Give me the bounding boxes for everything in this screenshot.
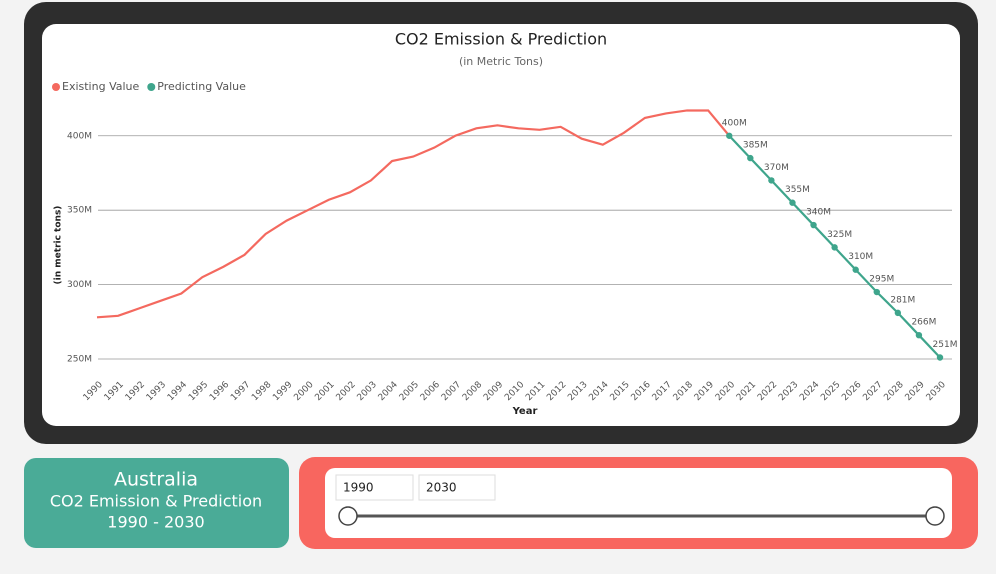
data-point	[873, 288, 880, 296]
data-point	[726, 132, 733, 139]
data-point	[915, 331, 923, 339]
data-label: 325M	[827, 230, 852, 240]
data-point	[747, 154, 754, 162]
y-tick-label: 250M	[67, 355, 92, 365]
end-input[interactable]	[418, 474, 496, 501]
data-label: 340M	[806, 208, 831, 218]
chart-card	[42, 24, 960, 426]
legend-label: Predicting Value	[157, 80, 246, 93]
end-value: 2030	[426, 481, 457, 495]
data-point	[789, 199, 796, 206]
data-label: 295M	[869, 275, 894, 285]
y-axis-label: (in metric tons)	[54, 206, 64, 285]
slider-handle-end[interactable]	[925, 506, 945, 526]
y-tick-label: 300M	[67, 280, 92, 290]
legend-label: Existing Value	[62, 80, 140, 93]
chart-title: CO2 Emission & Prediction	[395, 30, 607, 49]
card-range: 1990 - 2030	[107, 513, 204, 532]
x-axis-label: Year	[512, 406, 538, 417]
series-line	[96, 109, 731, 319]
info-card	[24, 458, 289, 548]
y-tick-label: 400M	[67, 131, 92, 141]
chart-subtitle: (in Metric Tons)	[459, 55, 543, 68]
data-label: 400M	[722, 118, 747, 128]
card-title: CO2 Emission & Prediction	[50, 492, 262, 511]
data-point	[894, 309, 902, 317]
start-value: 1990	[343, 481, 374, 495]
data-point	[936, 354, 944, 361]
data-point	[768, 177, 775, 184]
card-country: Australia	[114, 469, 198, 491]
data-label: 310M	[848, 252, 873, 262]
data-point	[810, 221, 817, 229]
slider-handle-start[interactable]	[338, 506, 358, 526]
data-label: 281M	[890, 295, 915, 305]
data-point	[831, 244, 838, 251]
data-label: 370M	[764, 163, 789, 173]
data-point	[852, 266, 859, 273]
data-label: 251M	[933, 340, 958, 350]
start-input[interactable]	[335, 474, 414, 501]
data-label: 385M	[743, 141, 768, 151]
y-tick-label: 350M	[67, 206, 92, 216]
legend-marker	[52, 83, 60, 91]
data-label: 266M	[911, 318, 936, 328]
data-label: 355M	[785, 185, 810, 195]
legend-marker	[147, 83, 156, 91]
